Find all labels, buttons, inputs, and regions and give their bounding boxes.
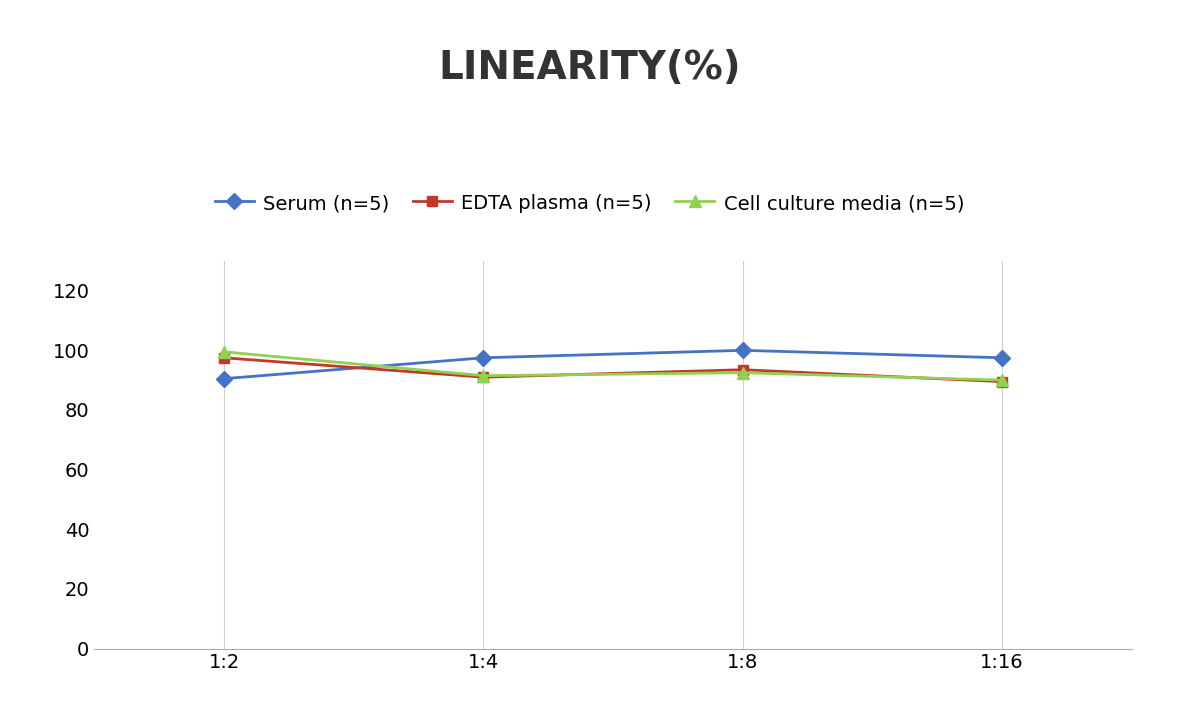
Serum (n=5): [476, 354, 490, 362]
EDTA plasma (n=5): [736, 365, 750, 374]
Cell culture media (n=5): [736, 369, 750, 377]
Text: LINEARITY(%): LINEARITY(%): [439, 49, 740, 87]
Cell culture media (n=5): [476, 372, 490, 380]
EDTA plasma (n=5): [476, 373, 490, 381]
Serum (n=5): [995, 354, 1009, 362]
Cell culture media (n=5): [217, 348, 231, 356]
Serum (n=5): [736, 346, 750, 355]
EDTA plasma (n=5): [995, 377, 1009, 386]
Serum (n=5): [217, 374, 231, 383]
Line: EDTA plasma (n=5): EDTA plasma (n=5): [219, 353, 1007, 386]
Cell culture media (n=5): [995, 376, 1009, 384]
Legend: Serum (n=5), EDTA plasma (n=5), Cell culture media (n=5): Serum (n=5), EDTA plasma (n=5), Cell cul…: [206, 186, 973, 221]
Line: Cell culture media (n=5): Cell culture media (n=5): [218, 346, 1008, 386]
EDTA plasma (n=5): [217, 354, 231, 362]
Line: Serum (n=5): Serum (n=5): [218, 345, 1008, 384]
